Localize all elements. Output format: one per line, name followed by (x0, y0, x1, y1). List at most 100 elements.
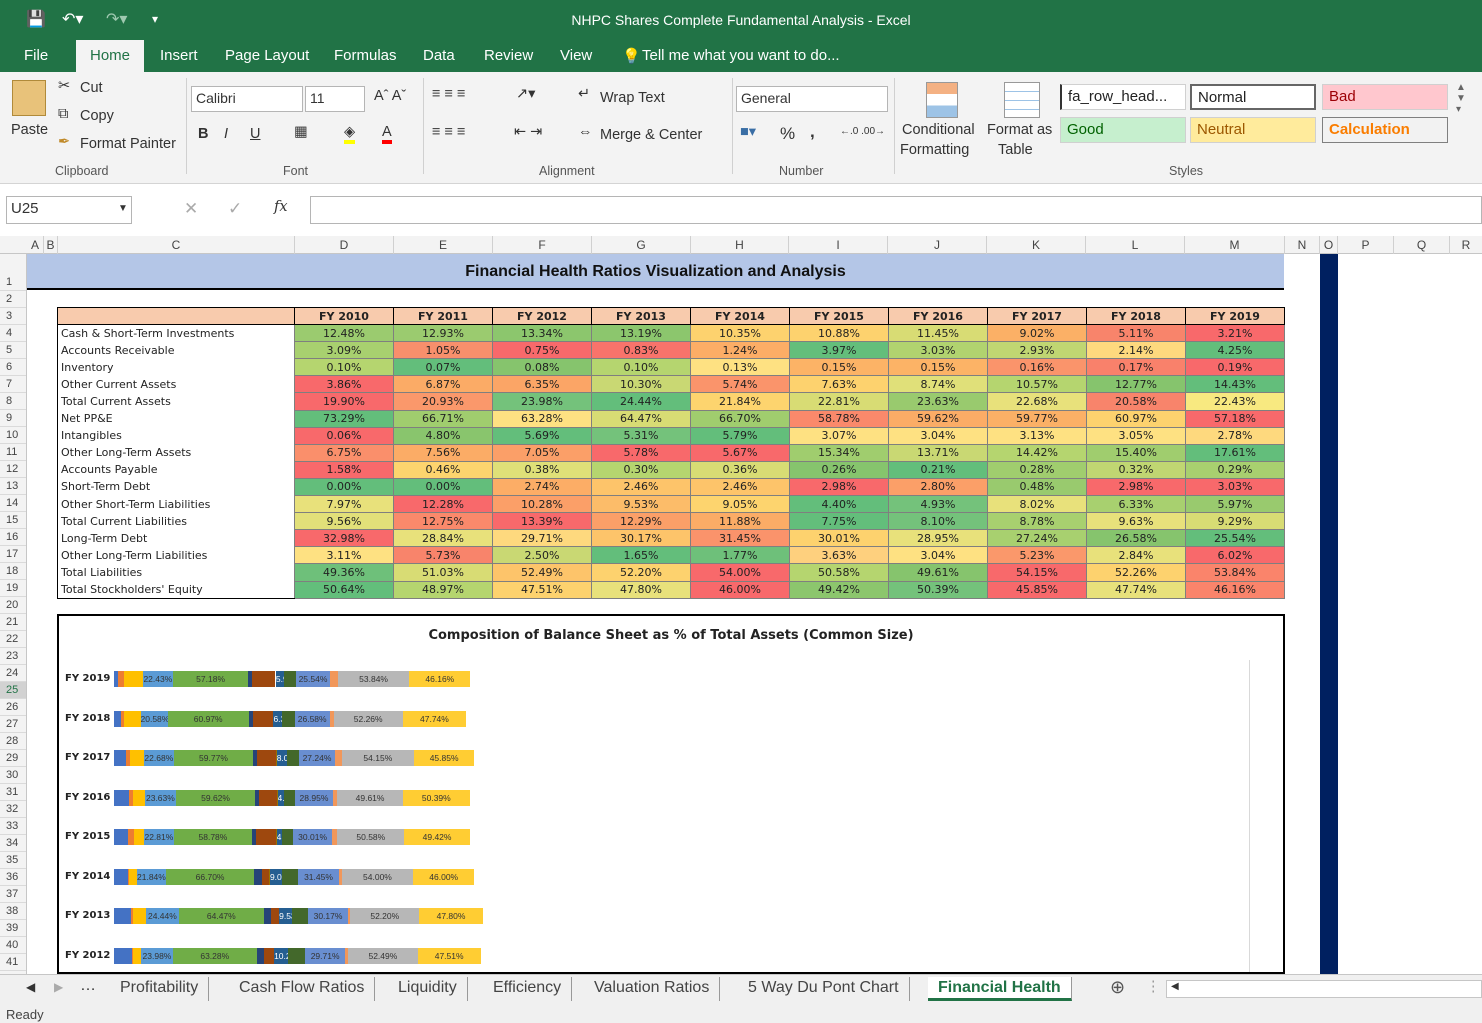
ratio-cell[interactable]: 47.80% (591, 580, 691, 599)
chart-bar-segment[interactable] (114, 908, 132, 924)
ratio-cell[interactable]: 0.21% (888, 460, 988, 479)
chart-bar-segment[interactable]: 22.68% (143, 750, 174, 766)
chart-bar-segment[interactable] (348, 908, 351, 924)
ratio-cell[interactable]: 7.56% (393, 443, 493, 462)
row-header[interactable]: 9 (0, 410, 26, 427)
ratio-cell[interactable]: 59.62% (888, 409, 988, 428)
ratio-cell[interactable]: 7.97% (294, 495, 394, 514)
ratio-cell[interactable]: 49.36% (294, 563, 394, 582)
ratio-cell[interactable]: 0.15% (888, 358, 988, 377)
ratio-cell[interactable]: 0.13% (690, 358, 790, 377)
orientation-icon[interactable]: ↗▾ (516, 86, 536, 102)
row-header[interactable]: 32 (0, 801, 26, 818)
ratio-cell[interactable]: 26.58% (1086, 529, 1186, 548)
row-label[interactable]: Total Stockholders' Equity (57, 581, 295, 599)
chart-bar-segment[interactable] (252, 671, 276, 687)
ratio-cell[interactable]: 30.01% (789, 529, 889, 548)
row-header[interactable]: 6 (0, 359, 26, 376)
year-header[interactable]: FY 2013 (591, 306, 691, 326)
cut-button[interactable]: Cut (80, 80, 103, 96)
format-as-table-icon[interactable] (1004, 82, 1040, 118)
row-label[interactable]: Intangibles (57, 427, 295, 445)
wrap-text-icon[interactable]: ↵ (578, 86, 591, 102)
ratio-cell[interactable]: 10.28% (492, 495, 592, 514)
ratio-cell[interactable]: 3.13% (987, 426, 1087, 445)
col-header[interactable]: G (592, 236, 691, 254)
tab-data[interactable]: Data (423, 47, 455, 64)
conditional-label[interactable]: Conditional (902, 122, 975, 138)
row-header[interactable]: 29 (0, 750, 26, 767)
chart-bar-segment[interactable] (273, 948, 275, 964)
chart-bar-segment[interactable] (132, 908, 147, 924)
chart-bar-segment[interactable] (332, 829, 338, 845)
chart-bar-segment[interactable]: 63.28% (172, 948, 257, 964)
col-header[interactable]: H (691, 236, 789, 254)
ratio-cell[interactable]: 13.39% (492, 512, 592, 531)
ratio-cell[interactable]: 50.39% (888, 580, 988, 599)
accounting-icon[interactable]: ■▾ (740, 124, 757, 140)
col-header[interactable]: C (58, 236, 295, 254)
ratio-cell[interactable]: 5.69% (492, 426, 592, 445)
ratio-cell[interactable]: 2.84% (1086, 546, 1186, 565)
ratio-cell[interactable]: 12.75% (393, 512, 493, 531)
ratio-cell[interactable]: 9.29% (1185, 512, 1285, 531)
ratio-cell[interactable]: 5.74% (690, 375, 790, 394)
chart-bar-segment[interactable]: 30.17% (308, 908, 348, 924)
chart-bar-segment[interactable] (255, 829, 277, 845)
chart-bar-segment[interactable] (281, 869, 298, 885)
ratio-cell[interactable]: 0.83% (591, 341, 691, 360)
ratio-cell[interactable]: 19.90% (294, 392, 394, 411)
ratio-cell[interactable]: 6.87% (393, 375, 493, 394)
row-label[interactable]: Cash & Short-Term Investments (57, 324, 295, 342)
tab-page-layout[interactable]: Page Layout (225, 47, 310, 64)
chart-bar-segment[interactable] (125, 750, 130, 766)
chart-bar-segment[interactable] (281, 711, 295, 727)
ratio-cell[interactable]: 23.63% (888, 392, 988, 411)
scroll-left-icon[interactable]: ◀ (26, 980, 36, 994)
row-header[interactable]: 3 (0, 308, 26, 325)
ratio-cell[interactable]: 52.49% (492, 563, 592, 582)
chart-bar-segment[interactable]: 31.45% (297, 869, 340, 885)
ratio-cell[interactable]: 22.68% (987, 392, 1087, 411)
ratio-cell[interactable]: 13.71% (888, 443, 988, 462)
col-header[interactable]: R (1461, 238, 1471, 252)
row-label[interactable]: Total Current Liabilities (57, 512, 295, 530)
ratio-cell[interactable]: 7.63% (789, 375, 889, 394)
ratio-cell[interactable]: 9.02% (987, 324, 1087, 343)
paste-button[interactable]: Paste (11, 122, 49, 138)
ratio-cell[interactable]: 58.78% (789, 409, 889, 428)
ratio-cell[interactable]: 57.18% (1185, 409, 1285, 428)
row-header[interactable]: 4 (0, 325, 26, 342)
ratio-cell[interactable]: 4.93% (888, 495, 988, 514)
ratio-cell[interactable]: 28.95% (888, 529, 988, 548)
ratio-cell[interactable]: 0.00% (393, 477, 493, 497)
chart-bar-segment[interactable] (329, 711, 334, 727)
ratio-cell[interactable]: 0.15% (789, 358, 889, 377)
chart-bar-segment[interactable] (257, 750, 277, 766)
col-header[interactable]: F (493, 236, 592, 254)
chart-bar-segment[interactable]: 54.00% (341, 869, 414, 885)
save-icon[interactable]: 💾 (26, 11, 46, 28)
row-label[interactable]: Other Current Assets (57, 375, 295, 393)
number-format-select[interactable]: General (736, 86, 888, 112)
ratio-cell[interactable]: 6.75% (294, 443, 394, 462)
italic-button[interactable]: I (224, 126, 229, 142)
ratio-cell[interactable]: 14.42% (987, 443, 1087, 462)
ratio-cell[interactable]: 51.03% (393, 563, 493, 582)
cancel-icon[interactable]: ✕ (184, 199, 199, 218)
indent-icon[interactable]: ⇤ ⇥ (514, 124, 543, 140)
ratio-cell[interactable]: 13.19% (591, 324, 691, 343)
add-sheet-icon[interactable]: ⊕ (1110, 977, 1126, 997)
redo-icon[interactable]: ↷▾ (106, 11, 128, 28)
chart-bar-segment[interactable] (335, 750, 342, 766)
row-header[interactable]: 24 (0, 665, 26, 682)
font-color-icon[interactable]: A (382, 124, 392, 144)
chart-bar-segment[interactable]: 50.58% (337, 829, 405, 845)
table-corner[interactable] (57, 306, 295, 326)
merge-icon[interactable]: ⇔ (578, 124, 593, 140)
row-header[interactable]: 27 (0, 716, 26, 733)
row-label[interactable]: Short-Term Debt (57, 478, 295, 496)
chart-bar-segment[interactable]: 57.18% (172, 671, 249, 687)
chart-bar-segment[interactable]: 6.33% (273, 711, 282, 727)
ratio-cell[interactable]: 0.38% (492, 460, 592, 479)
